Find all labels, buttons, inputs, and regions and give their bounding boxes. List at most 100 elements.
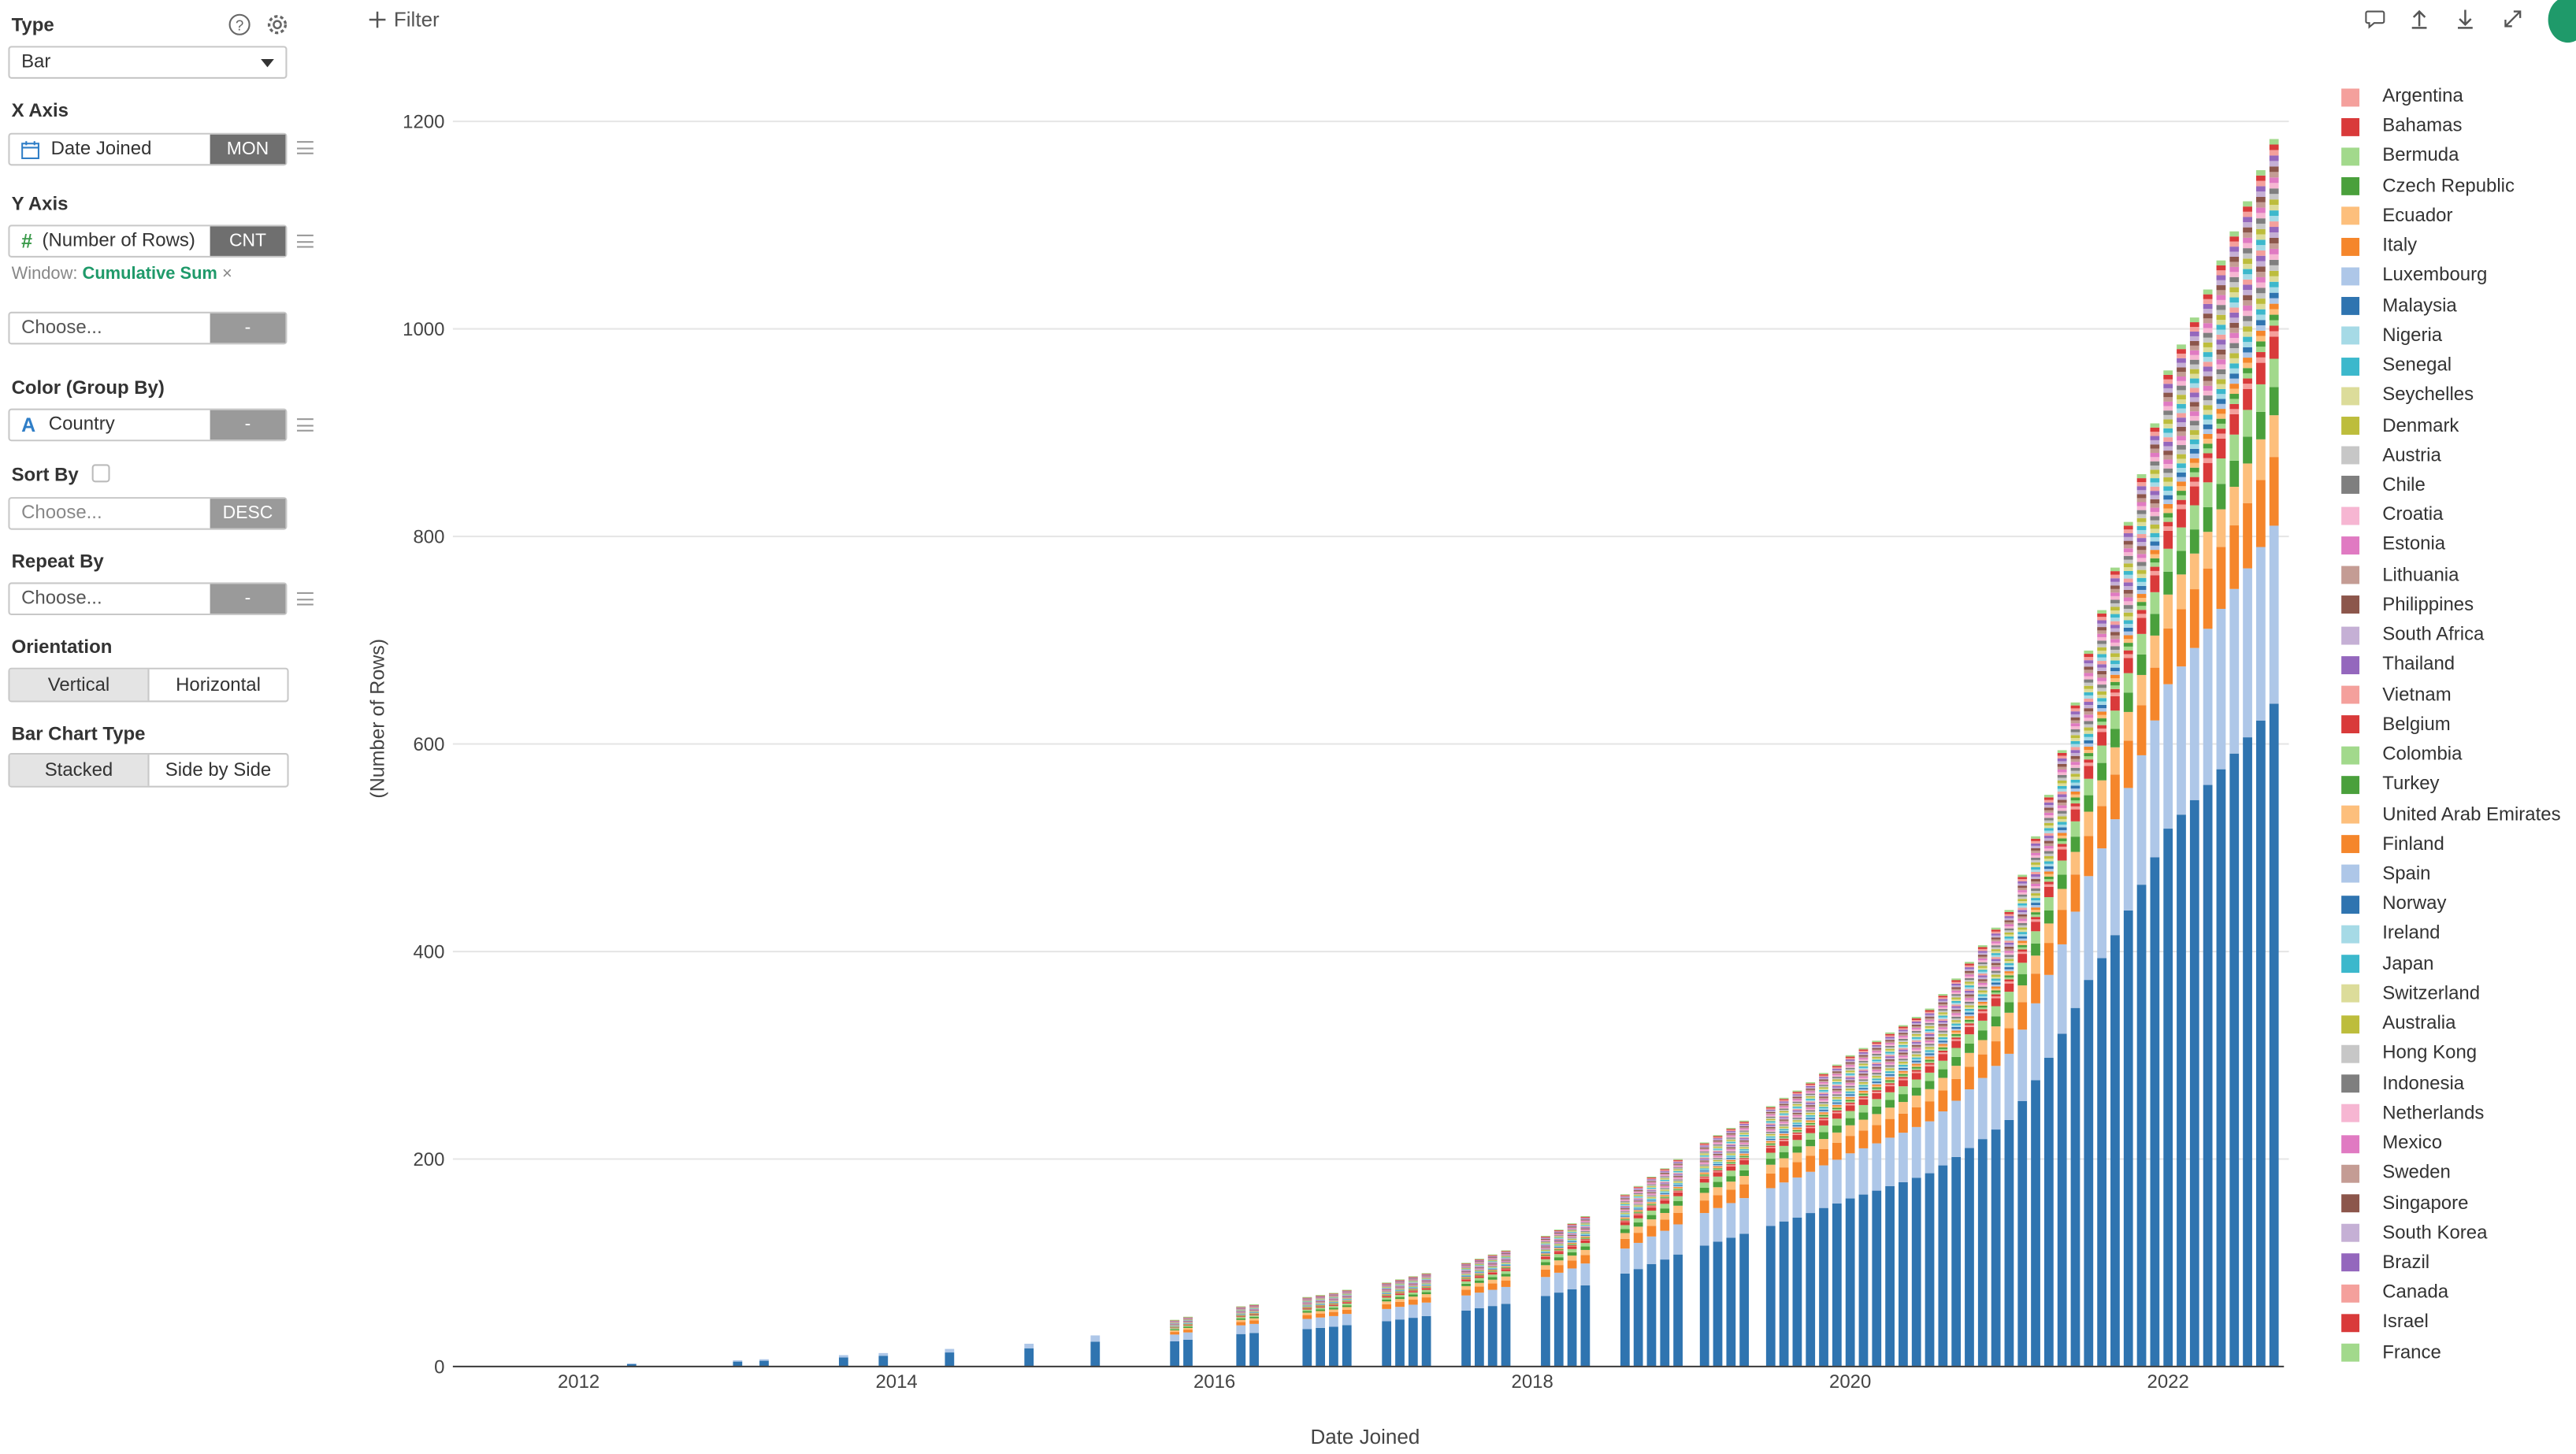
bar-segment[interactable] xyxy=(1461,1271,1471,1273)
bar-segment[interactable] xyxy=(1977,975,1988,977)
bar-segment[interactable] xyxy=(2243,378,2252,384)
bar-segment[interactable] xyxy=(2216,433,2226,439)
bar-segment[interactable] xyxy=(1911,1062,1921,1064)
bar-segment[interactable] xyxy=(2043,822,2054,826)
bar-segment[interactable] xyxy=(1911,1066,1921,1069)
bar-segment[interactable] xyxy=(1461,1272,1471,1274)
bar-segment[interactable] xyxy=(1991,996,2001,999)
bar-segment[interactable] xyxy=(1858,1081,1869,1084)
bar-segment[interactable] xyxy=(1633,1222,1643,1227)
bar-segment[interactable] xyxy=(1620,1215,1630,1216)
bar-segment[interactable] xyxy=(2255,175,2266,181)
bar-segment[interactable] xyxy=(2084,724,2094,728)
bar-segment[interactable] xyxy=(2110,642,2120,647)
bar-segment[interactable] xyxy=(1792,1103,1802,1104)
bar-segment[interactable] xyxy=(1806,1155,1816,1172)
bar-segment[interactable] xyxy=(1713,1207,1723,1242)
bar-segment[interactable] xyxy=(2123,533,2133,537)
bar-segment[interactable] xyxy=(2229,525,2240,589)
bar-segment[interactable] xyxy=(1911,1018,1921,1020)
bar-segment[interactable] xyxy=(2136,474,2147,479)
bar-segment[interactable] xyxy=(1713,1144,1723,1146)
bar-segment[interactable] xyxy=(2070,708,2080,712)
bar-segment[interactable] xyxy=(2189,345,2199,351)
bar-segment[interactable] xyxy=(1620,1225,1630,1230)
stacked-button[interactable]: Stacked xyxy=(9,755,150,786)
bar-segment[interactable] xyxy=(1501,1269,1511,1271)
bar-segment[interactable] xyxy=(1806,1106,1816,1108)
bar-segment[interactable] xyxy=(1699,1182,1709,1188)
bar-segment[interactable] xyxy=(2057,799,2067,803)
bar-segment[interactable] xyxy=(2084,673,2094,677)
bar-segment[interactable] xyxy=(1660,1193,1670,1194)
bar-segment[interactable] xyxy=(1925,1026,1935,1028)
bar-segment[interactable] xyxy=(1806,1112,1816,1115)
bar-segment[interactable] xyxy=(1567,1237,1577,1239)
bar-segment[interactable] xyxy=(2017,947,2028,950)
bar-segment[interactable] xyxy=(1580,1285,1591,1367)
bar-segment[interactable] xyxy=(1580,1220,1591,1222)
bar-segment[interactable] xyxy=(1819,1103,1828,1105)
bar-segment[interactable] xyxy=(2255,341,2266,347)
bar-segment[interactable] xyxy=(1832,1083,1842,1085)
bar-segment[interactable] xyxy=(2203,366,2213,372)
bar-segment[interactable] xyxy=(1858,1079,1869,1081)
bar-segment[interactable] xyxy=(2136,482,2147,487)
bar-segment[interactable] xyxy=(1806,1128,1816,1133)
bar-segment[interactable] xyxy=(1699,1145,1709,1147)
bar-segment[interactable] xyxy=(1620,1218,1630,1219)
bar-segment[interactable] xyxy=(1739,1125,1750,1126)
bar-segment[interactable] xyxy=(1646,1263,1657,1367)
bar-segment[interactable] xyxy=(1541,1244,1550,1246)
bar-segment[interactable] xyxy=(2177,666,2186,815)
bar-segment[interactable] xyxy=(2150,423,2160,428)
bar-segment[interactable] xyxy=(1806,1096,1816,1098)
bar-segment[interactable] xyxy=(1885,1071,1895,1074)
bar-segment[interactable] xyxy=(2189,373,2199,379)
bar-segment[interactable] xyxy=(2123,548,2133,552)
bar-segment[interactable] xyxy=(1779,1140,1789,1141)
bar-segment[interactable] xyxy=(1885,1037,1895,1039)
bar-segment[interactable] xyxy=(2150,444,2160,449)
bar-segment[interactable] xyxy=(1421,1315,1431,1367)
bar-segment[interactable] xyxy=(1977,958,1988,961)
bar-segment[interactable] xyxy=(2084,876,2094,981)
bar-segment[interactable] xyxy=(1832,1092,1842,1095)
bar-segment[interactable] xyxy=(1633,1203,1643,1204)
bar-segment[interactable] xyxy=(2084,727,2094,731)
bar-segment[interactable] xyxy=(2255,309,2266,315)
bar-segment[interactable] xyxy=(1925,1081,1935,1089)
bar-segment[interactable] xyxy=(1487,1260,1498,1263)
bar-segment[interactable] xyxy=(1832,1064,1842,1066)
bar-segment[interactable] xyxy=(2084,718,2094,721)
bar-segment[interactable] xyxy=(2057,816,2067,819)
bar-segment[interactable] xyxy=(2004,952,2014,955)
bar-segment[interactable] xyxy=(2017,877,2028,880)
bar-segment[interactable] xyxy=(2123,692,2133,712)
bar-segment[interactable] xyxy=(1965,970,1974,973)
bar-segment[interactable] xyxy=(1713,1162,1723,1163)
bar-segment[interactable] xyxy=(1819,1139,1828,1149)
bar-segment[interactable] xyxy=(1779,1152,1789,1159)
bar-segment[interactable] xyxy=(1832,1100,1842,1103)
bar-segment[interactable] xyxy=(733,1360,743,1362)
bar-segment[interactable] xyxy=(2255,228,2266,235)
bar-segment[interactable] xyxy=(1991,955,2001,958)
bar-segment[interactable] xyxy=(1779,1133,1789,1134)
bar-segment[interactable] xyxy=(1832,1096,1842,1099)
bar-segment[interactable] xyxy=(1580,1238,1591,1240)
bar-segment[interactable] xyxy=(1567,1241,1577,1243)
bar-segment[interactable] xyxy=(1872,1106,1882,1115)
bar-segment[interactable] xyxy=(2097,684,2107,688)
bar-segment[interactable] xyxy=(1739,1156,1750,1159)
bar-segment[interactable] xyxy=(1408,1304,1418,1319)
bar-segment[interactable] xyxy=(2189,505,2199,530)
bar-segment[interactable] xyxy=(1965,1022,1974,1024)
bar-segment[interactable] xyxy=(2229,338,2240,343)
bar-segment[interactable] xyxy=(1977,1001,1988,1004)
bar-segment[interactable] xyxy=(2189,322,2199,328)
bar-segment[interactable] xyxy=(2031,905,2040,908)
bar-segment[interactable] xyxy=(1872,1073,1882,1074)
bar-segment[interactable] xyxy=(1646,1192,1657,1193)
bar-segment[interactable] xyxy=(1872,1070,1882,1072)
